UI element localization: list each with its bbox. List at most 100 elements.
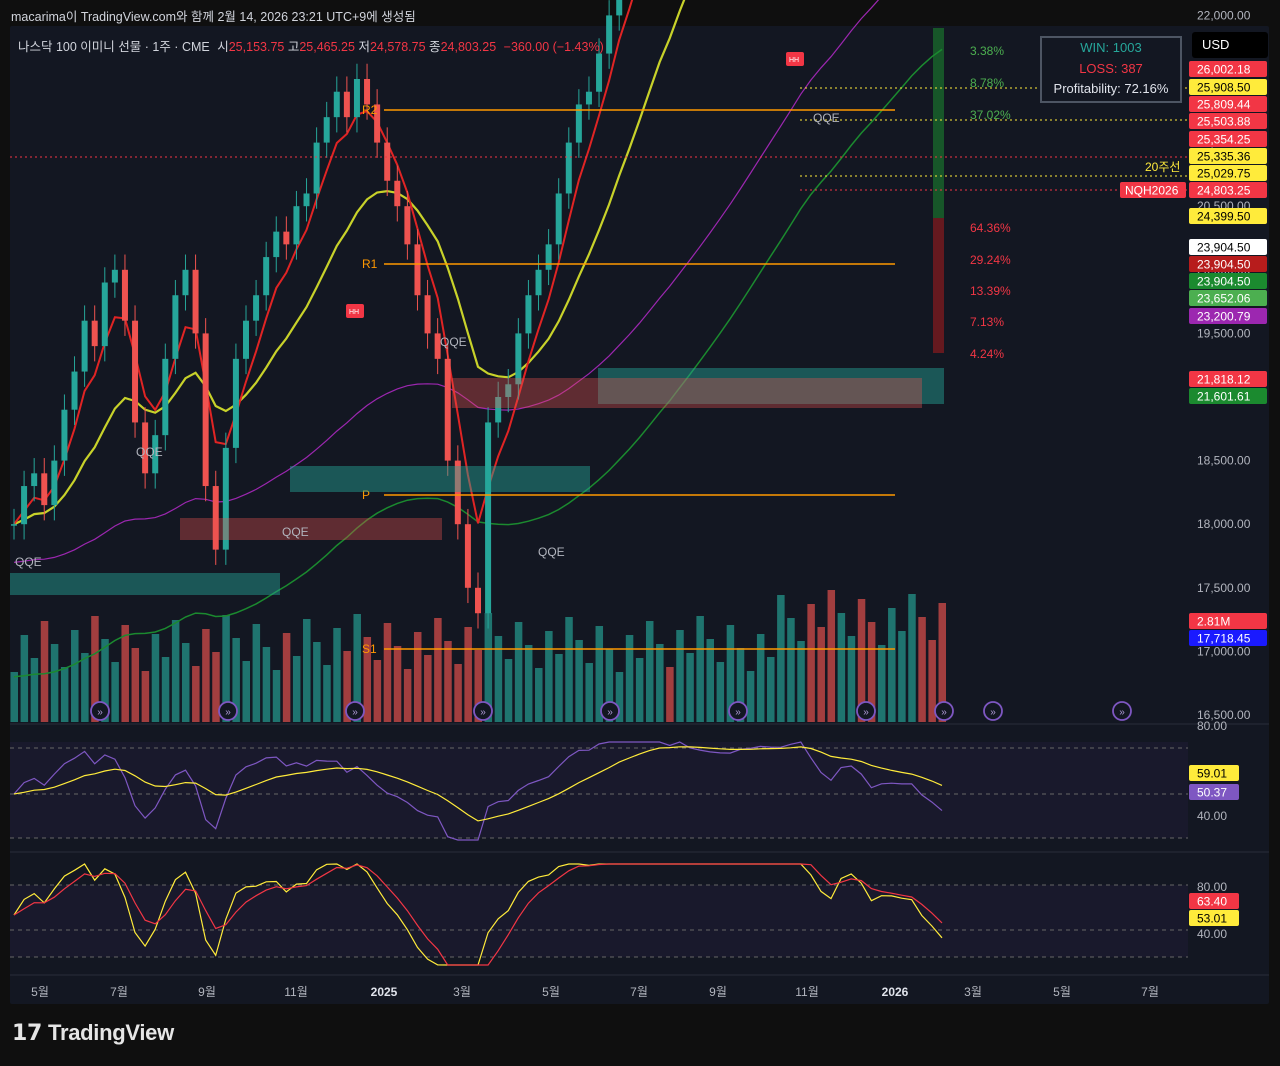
volume-bar [403, 669, 412, 722]
volume-bar [827, 590, 836, 722]
volume-bar [595, 626, 604, 722]
candle-body [152, 435, 159, 474]
candle-body [21, 486, 28, 525]
event-marker-icon [856, 701, 876, 721]
stoch-value-text: 63.40 [1197, 895, 1227, 909]
candle-body [384, 142, 391, 181]
volume-bar [787, 618, 795, 722]
volume-bar [696, 616, 704, 722]
event-arrow-icon: » [480, 707, 486, 718]
volume-bar [645, 621, 654, 722]
time-axis-label: 5월 [542, 985, 560, 999]
price-label-badge [1189, 113, 1267, 129]
price-label-text: 25,335.36 [1197, 150, 1251, 164]
candle-body [313, 142, 320, 194]
candle-body [182, 269, 189, 296]
candle-body [41, 473, 48, 506]
candle-body [132, 320, 139, 423]
rsi-axis-tick: 80.00 [1197, 719, 1227, 733]
price-axis-tick: 17,500.00 [1197, 581, 1251, 595]
volume-bar [666, 667, 674, 722]
volume-bar [736, 648, 745, 722]
price-label-badge [1189, 148, 1267, 164]
rsi-value-badge [1189, 784, 1239, 800]
open-label: 시 [217, 40, 229, 54]
price-label-text: 23,904.50 [1197, 275, 1251, 289]
candle-body [51, 460, 58, 506]
volume-bar [857, 599, 866, 722]
candle-body [535, 269, 542, 296]
price-label-badge [1189, 131, 1267, 147]
volume-bar [91, 616, 99, 722]
volume-bar [494, 636, 503, 722]
volume-bar [393, 646, 402, 722]
volume-bar [545, 631, 553, 722]
candle-body [444, 358, 451, 461]
candle-body [303, 193, 310, 207]
volume-bar [908, 594, 916, 722]
ma-20-week-line [13, 0, 686, 526]
candle-body [91, 320, 98, 347]
stoch-pane-band [10, 885, 1188, 957]
price-label-badge [1189, 371, 1267, 387]
candle-body [575, 104, 582, 143]
volume-bar [30, 658, 39, 722]
price-label-text: 23,904.50 [1197, 241, 1251, 255]
volume-bar [706, 639, 714, 722]
volume-bar [424, 655, 432, 722]
qqe-label: QQE [538, 545, 565, 559]
volume-bar [313, 642, 321, 722]
fib-green-zone [933, 28, 944, 218]
volume-bar [373, 660, 382, 722]
currency-button[interactable]: USD [1192, 32, 1268, 58]
chart-area[interactable] [10, 26, 1269, 1004]
price-label-text: 23,200.79 [1197, 310, 1251, 324]
candle-body [565, 142, 572, 194]
volume-bar [615, 672, 624, 722]
open-value: 25,153.75 [228, 40, 285, 54]
close-value: 24,803.25 [440, 40, 497, 54]
price-label-badge [1189, 256, 1267, 272]
volume-bar [161, 657, 170, 722]
candle-body [596, 53, 603, 92]
event-marker-icon [600, 701, 620, 721]
volume-bar [292, 656, 301, 722]
candle-body [364, 79, 371, 105]
volume-bar [282, 633, 291, 722]
candle-body [273, 231, 280, 258]
win-count: WIN: 1003 [1080, 40, 1142, 55]
volume-bar [232, 638, 240, 722]
price-label-text: 23,652.06 [1197, 292, 1251, 306]
event-arrow-icon: » [97, 707, 103, 718]
volume-bar [867, 622, 876, 722]
supply-zone [452, 378, 922, 408]
hh-marker [786, 52, 804, 66]
pivot-label: R1 [362, 257, 378, 271]
qqe-label: QQE [282, 525, 309, 539]
qqe-label: QQE [440, 335, 467, 349]
volume-bar [918, 617, 926, 722]
fib-percent-label: 4.24% [970, 347, 1004, 361]
volume-bar [272, 670, 281, 722]
candle-body [606, 15, 613, 54]
rsi-ma-line [13, 746, 943, 822]
time-axis-label: 7월 [1141, 985, 1159, 999]
stoch-value-badge [1189, 893, 1239, 909]
volume-bar [898, 631, 906, 722]
candle-body [212, 486, 219, 550]
candle-body [434, 333, 441, 359]
qqe-label: QQE [813, 111, 840, 125]
pivot-label: R2 [362, 103, 378, 117]
candle-body [222, 447, 229, 550]
volume-bar [797, 641, 805, 722]
volume-bar [817, 627, 825, 722]
price-label-text: 2.81M [1197, 615, 1230, 629]
event-marker-icon [90, 701, 110, 721]
qqe-label: QQE [136, 445, 163, 459]
candle-body [263, 257, 270, 296]
volume-bar [20, 635, 29, 722]
candle-body [353, 79, 360, 118]
volume-bar [474, 650, 482, 722]
volume-bar [71, 630, 79, 722]
